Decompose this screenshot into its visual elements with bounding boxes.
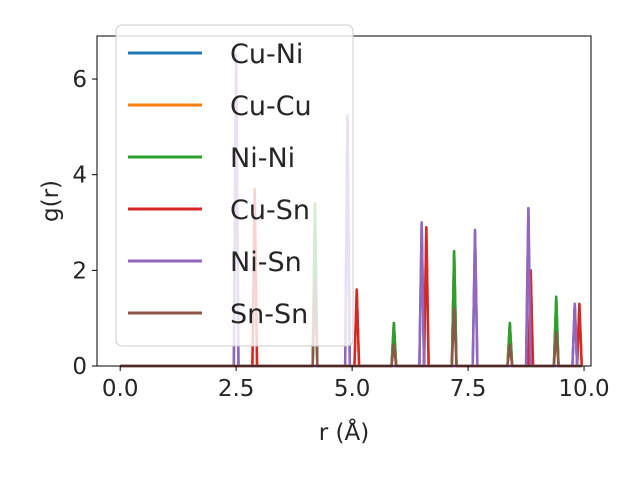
y-tick-label: 2: [72, 258, 87, 284]
x-axis: 0.0 2.5 5.0 7.5 10.0: [102, 366, 610, 402]
x-axis-title: r (Å): [319, 418, 369, 446]
x-tick-label: 0.0: [102, 376, 139, 402]
x-tick-label: 10.0: [558, 376, 609, 402]
x-tick-label: 7.5: [450, 376, 487, 402]
y-axis: 0 2 4 6: [72, 67, 97, 380]
y-tick-label: 6: [72, 67, 87, 93]
legend-box: [115, 24, 354, 347]
legend-label: Ni-Ni: [230, 143, 295, 174]
x-tick-label: 2.5: [218, 376, 255, 402]
x-tick-label: 5.0: [334, 376, 371, 402]
legend-label: Sn-Sn: [230, 299, 308, 330]
legend-label: Cu-Ni: [230, 39, 303, 70]
legend-label: Cu-Cu: [230, 91, 312, 122]
y-axis-title: g(r): [38, 180, 64, 222]
y-tick-label: 0: [72, 354, 87, 380]
legend-label: Cu-Sn: [230, 195, 310, 226]
y-tick-label: 4: [72, 163, 87, 189]
legend-label: Ni-Sn: [230, 247, 302, 278]
legend: Cu-Ni Cu-Cu Ni-Ni Cu-Sn Ni-Sn Sn-Sn: [115, 24, 354, 347]
